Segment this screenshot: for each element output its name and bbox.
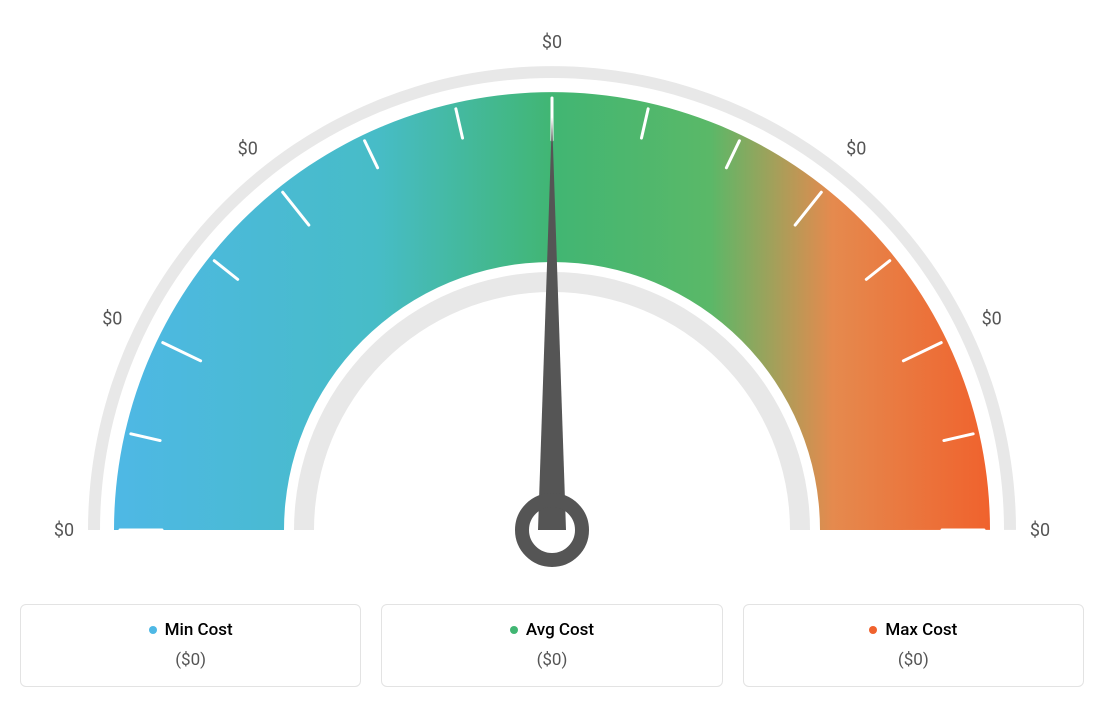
svg-text:$0: $0 [846, 138, 866, 159]
cost-gauge-chart: $0 $0 $0 $0 $0 $0 $0 Min Cost ($0) Avg Cost ($… [20, 20, 1084, 687]
svg-text:$0: $0 [238, 138, 258, 159]
legend-title-max: Max Cost [869, 620, 957, 640]
svg-text:$0: $0 [982, 308, 1002, 329]
gauge-svg: $0 $0 $0 $0 $0 $0 $0 [20, 20, 1084, 580]
legend-card-min: Min Cost ($0) [20, 604, 361, 687]
legend-card-avg: Avg Cost ($0) [381, 604, 722, 687]
legend-dot-avg [510, 626, 518, 634]
legend-label-min: Min Cost [165, 620, 233, 640]
legend-label-avg: Avg Cost [526, 620, 594, 640]
svg-text:$0: $0 [102, 308, 122, 329]
legend-value-avg: ($0) [392, 650, 711, 670]
legend-value-min: ($0) [31, 650, 350, 670]
legend-dot-min [149, 626, 157, 634]
gauge-svg-wrapper: $0 $0 $0 $0 $0 $0 $0 [20, 20, 1084, 580]
svg-text:$0: $0 [542, 32, 562, 53]
legend-dot-max [869, 626, 877, 634]
legend-card-max: Max Cost ($0) [743, 604, 1084, 687]
svg-text:$0: $0 [1030, 520, 1050, 541]
legend-value-max: ($0) [754, 650, 1073, 670]
legend-label-max: Max Cost [885, 620, 957, 640]
legend-title-avg: Avg Cost [510, 620, 594, 640]
legend-title-min: Min Cost [149, 620, 233, 640]
svg-text:$0: $0 [54, 520, 74, 541]
legend-row: Min Cost ($0) Avg Cost ($0) Max Cost ($0… [20, 604, 1084, 687]
